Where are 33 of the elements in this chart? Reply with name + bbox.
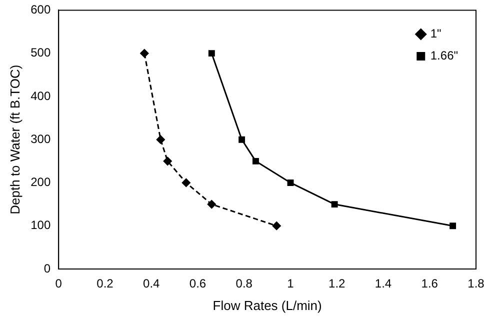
point	[156, 135, 165, 144]
y-tick-label: 300	[30, 132, 51, 146]
x-tick-label: 0.6	[189, 276, 206, 291]
y-axis-title: Depth to Water (ft B.TOC)	[7, 64, 22, 214]
y-tick-label: 600	[30, 2, 51, 17]
x-tick-label: 0	[55, 276, 62, 291]
point	[272, 222, 281, 230]
x-tick-label: 1.4	[374, 276, 392, 291]
point	[182, 178, 190, 187]
x-tick-label: 1.6	[421, 276, 438, 291]
legend-label: 1.66"	[430, 48, 458, 63]
x-tick-label: 1.2	[328, 276, 346, 291]
y-tick-label: 0	[44, 261, 51, 276]
y-tick-label: 500	[30, 46, 51, 60]
legend-label: 1"	[430, 26, 442, 41]
x-axis-title: Flow Rates (L/min)	[212, 298, 322, 313]
y-tick-label: 200	[30, 175, 51, 190]
point	[287, 180, 294, 186]
x-tick-label: 1.8	[468, 276, 485, 291]
point	[163, 156, 172, 166]
x-tick-label: 1	[287, 276, 294, 291]
x-tick-label: 0.8	[236, 276, 253, 291]
point	[140, 49, 149, 58]
point	[252, 158, 259, 164]
point	[331, 201, 338, 208]
y-tick-label: 100	[30, 218, 51, 232]
y-tick-label: 400	[30, 88, 51, 103]
point	[238, 136, 246, 143]
point	[208, 50, 215, 57]
point	[450, 222, 456, 230]
x-tick-label: 0.2	[96, 276, 114, 291]
point	[207, 200, 216, 209]
x-tick-label: 0.4	[143, 276, 160, 291]
